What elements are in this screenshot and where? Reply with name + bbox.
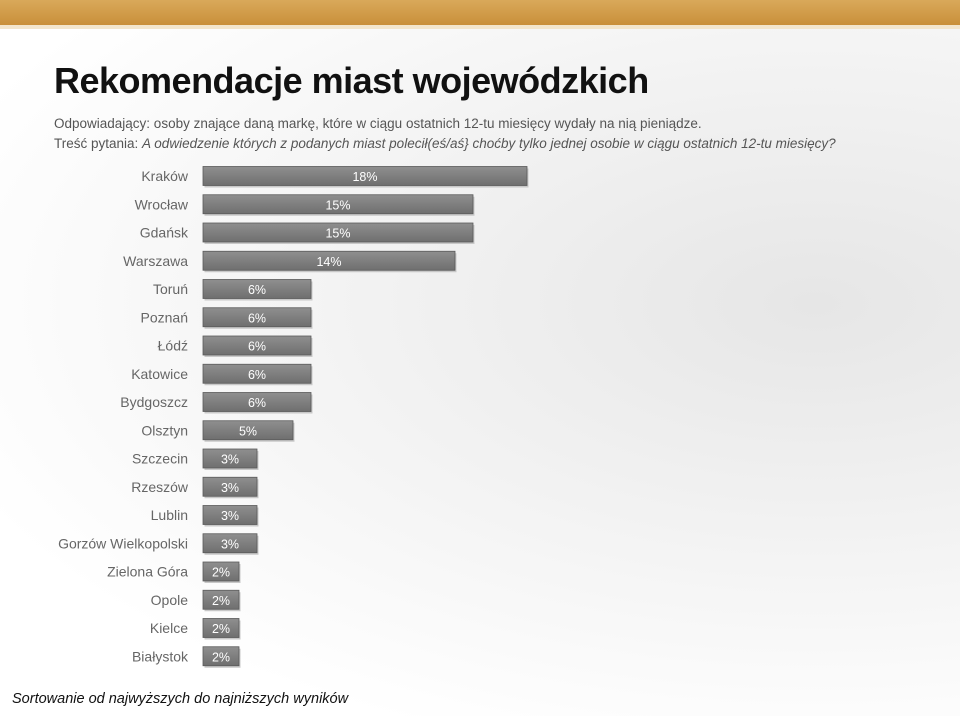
bar (202, 279, 312, 299)
category-label: Lublin (151, 507, 188, 523)
value-label: 3% (221, 537, 239, 551)
category-label: Kraków (141, 168, 189, 184)
value-label: 6% (248, 340, 266, 354)
question-text: A odwiedzenie których z podanych miast p… (142, 136, 836, 151)
value-label: 3% (221, 509, 239, 523)
bar (202, 505, 258, 525)
category-label: Bydgoszcz (120, 394, 188, 410)
value-label: 14% (316, 255, 341, 269)
bar (202, 250, 456, 271)
sort-note: Sortowanie od najwyższych do najniższych… (12, 691, 349, 707)
bar (202, 589, 240, 610)
category-label: Opole (151, 592, 189, 608)
category-label: Kielce (150, 620, 188, 636)
value-label: 6% (248, 283, 266, 297)
question-prefix: Treść pytania: (54, 136, 143, 151)
value-label: 6% (248, 368, 266, 382)
top-decorative-stripe (0, 25, 960, 29)
page-title: Rekomendacje miast wojewódzkich (54, 60, 649, 101)
value-label: 15% (325, 198, 350, 212)
category-label: Warszawa (123, 253, 188, 269)
value-label: 15% (325, 227, 350, 241)
value-label: 6% (248, 311, 266, 325)
category-label: Toruń (153, 281, 188, 297)
value-label: 2% (212, 566, 230, 580)
value-label: 5% (239, 424, 257, 438)
category-label: Katowice (131, 366, 188, 382)
value-label: 3% (221, 453, 239, 467)
value-label: 6% (248, 396, 266, 410)
bar (202, 618, 240, 638)
bar (202, 420, 294, 441)
background-shade (0, 29, 960, 716)
category-label: Wrocław (135, 196, 189, 212)
bar (202, 166, 528, 186)
respondents-note: Odpowiadający: osoby znające daną markę,… (54, 116, 702, 131)
bar (202, 561, 240, 582)
value-label: 2% (212, 594, 230, 608)
category-label: Gorzów Wielkopolski (58, 535, 188, 551)
bar (202, 448, 258, 469)
bar (202, 335, 312, 356)
bar (202, 194, 474, 215)
question-line: Treść pytania: A odwiedzenie których z p… (54, 136, 836, 151)
category-label: Gdańsk (140, 225, 189, 241)
bar (202, 533, 258, 554)
bar (202, 222, 474, 243)
bars-layer: Kraków 18% Wrocław 15% Gdańsk 15% Warszawa 14% T… (58, 166, 529, 668)
category-label: Olsztyn (141, 422, 188, 438)
value-label: 18% (352, 170, 377, 184)
bar (202, 392, 312, 412)
category-label: Zielona Góra (107, 564, 188, 580)
category-label: Rzeszów (131, 479, 189, 495)
category-label: Łódź (158, 338, 188, 354)
value-label: 2% (212, 622, 230, 636)
value-label: 3% (221, 481, 239, 495)
bar (202, 646, 240, 667)
bar (202, 307, 312, 328)
bar (202, 363, 312, 384)
category-label: Szczecin (132, 451, 188, 467)
top-decorative-band (0, 0, 960, 25)
value-label: 2% (212, 650, 230, 664)
bar-chart: Kraków 18% Wrocław 15% Gdańsk 15% Warszawa 14% T… (58, 166, 529, 668)
category-label: Poznań (141, 309, 188, 325)
bar (202, 476, 258, 497)
category-label: Białystok (132, 648, 189, 664)
